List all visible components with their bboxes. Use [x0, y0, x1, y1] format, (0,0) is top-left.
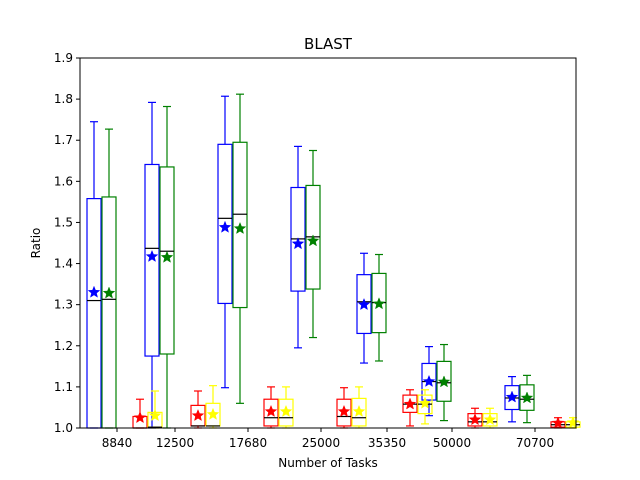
- box-50000-series-3: [467, 407, 483, 429]
- box-25000-series-2: [305, 149, 321, 339]
- mean-marker: [291, 237, 305, 250]
- box-70700-series-4: [565, 415, 581, 429]
- x-tick-label: 70700: [516, 436, 554, 450]
- box-12500-series-2: [159, 105, 175, 429]
- x-tick-label: 35350: [368, 436, 406, 450]
- box-35350-series-3: [402, 389, 418, 427]
- box-17680-series-1: [217, 95, 233, 389]
- box: [101, 196, 117, 429]
- box: [144, 163, 160, 357]
- box-35350-series-4: [417, 389, 433, 425]
- mean-marker: [233, 221, 247, 235]
- mean-marker: [160, 250, 174, 263]
- x-axis-label: Number of Tasks: [278, 456, 378, 470]
- mean-marker: [566, 415, 580, 429]
- x-tick-label: 25000: [302, 436, 340, 450]
- box-70700-series-1: [504, 376, 520, 423]
- mean-marker: [468, 413, 482, 426]
- axes-frame: [79, 57, 577, 429]
- chart-title: BLAST: [304, 35, 353, 53]
- y-tick-label: 1.9: [54, 51, 73, 65]
- y-tick-label: 1.3: [54, 298, 73, 312]
- mean-marker: [279, 404, 293, 417]
- mean-marker: [102, 286, 116, 299]
- box-25000-series-3: [336, 387, 352, 429]
- box: [351, 397, 367, 427]
- mean-marker: [483, 413, 497, 426]
- box-70700-series-2: [519, 374, 535, 424]
- mean-marker: [306, 234, 320, 247]
- mean-marker: [357, 297, 371, 311]
- y-axis-label: Ratio: [29, 228, 43, 259]
- mean-marker: [133, 411, 147, 424]
- mean-marker: [218, 220, 232, 233]
- y-tick-label: 1.5: [54, 215, 73, 229]
- y-tick-label: 1.4: [54, 257, 73, 271]
- box: [336, 398, 352, 427]
- box: [86, 198, 102, 429]
- mean-marker: [148, 408, 162, 422]
- box-25000-series-4: [351, 386, 367, 429]
- box-12500-series-3: [190, 390, 206, 429]
- box: [436, 360, 452, 402]
- mean-marker: [418, 396, 432, 409]
- box-8840-series-2: [101, 128, 117, 429]
- mean-marker: [191, 408, 205, 422]
- box-50000-series-2: [436, 343, 452, 422]
- axes: 1.0 1.1 1.2 1.3 1.4 1.5 1.6 1.7 1.8 1.9 8840 12500 1…: [54, 51, 554, 450]
- mean-marker: [206, 407, 220, 420]
- mean-marker: [337, 404, 351, 417]
- box-17680-series-3: [263, 386, 279, 429]
- mean-marker: [264, 404, 278, 417]
- box-12500-series-1: [144, 101, 160, 429]
- mean-marker: [437, 375, 451, 388]
- y-tick-label: 1.0: [54, 421, 73, 435]
- box-8840-series-4: [147, 390, 163, 429]
- mean-marker: [372, 297, 386, 310]
- box: [519, 384, 535, 411]
- x-tick-label: 8840: [102, 436, 133, 450]
- box-17680-series-4: [278, 386, 294, 429]
- y-tick-label: 1.8: [54, 92, 73, 106]
- mean-marker: [87, 285, 101, 298]
- box-35350-series-2: [371, 253, 387, 362]
- mean-marker: [403, 397, 417, 410]
- mean-marker: [422, 374, 436, 387]
- box-17680-series-2: [232, 93, 248, 404]
- box: [278, 398, 294, 427]
- box: [159, 166, 175, 355]
- box-12500-series-4: [205, 385, 221, 429]
- box-70700-series-3: [550, 416, 566, 429]
- box-50000-series-4: [482, 407, 498, 429]
- mean-marker: [352, 404, 366, 417]
- y-tick-label: 1.7: [54, 133, 73, 147]
- y-tick-label: 1.1: [54, 380, 73, 394]
- box: [217, 143, 233, 305]
- mean-marker: [145, 249, 159, 262]
- x-tick-label: 50000: [433, 436, 471, 450]
- box-35350-series-1: [356, 252, 372, 364]
- box: [263, 398, 279, 427]
- y-tick-label: 1.6: [54, 174, 73, 188]
- mean-marker: [551, 416, 565, 429]
- box: [356, 274, 372, 335]
- x-tick-label: 12500: [156, 436, 194, 450]
- x-tick-label: 17680: [229, 436, 267, 450]
- y-tick-label: 1.2: [54, 339, 73, 353]
- plot-area: [86, 93, 581, 429]
- box: [232, 141, 248, 309]
- box-25000-series-1: [290, 145, 306, 349]
- mean-marker: [505, 390, 519, 403]
- mean-marker: [520, 391, 534, 404]
- box-8840-series-1: [86, 121, 102, 429]
- box-8840-series-3: [132, 398, 148, 429]
